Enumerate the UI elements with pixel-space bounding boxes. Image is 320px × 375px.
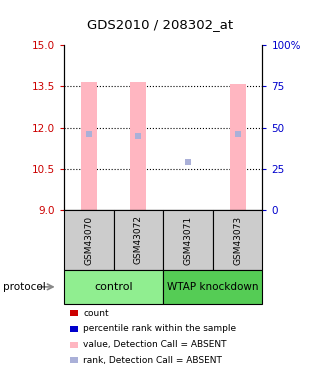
Text: control: control [94, 282, 133, 292]
Bar [131, 82, 146, 210]
Text: GSM43070: GSM43070 [84, 215, 93, 265]
Bar [163, 270, 262, 304]
Bar [64, 210, 114, 270]
Text: GSM43072: GSM43072 [134, 216, 143, 264]
Text: percentile rank within the sample: percentile rank within the sample [83, 324, 236, 333]
Text: rank, Detection Call = ABSENT: rank, Detection Call = ABSENT [83, 356, 222, 365]
Bar [64, 270, 163, 304]
Text: WTAP knockdown: WTAP knockdown [167, 282, 259, 292]
Text: protocol: protocol [3, 282, 46, 292]
Text: GSM43071: GSM43071 [183, 215, 193, 265]
Bar [163, 210, 213, 270]
Text: GDS2010 / 208302_at: GDS2010 / 208302_at [87, 18, 233, 31]
Bar [213, 210, 262, 270]
Bar [81, 82, 97, 210]
Text: GSM43073: GSM43073 [233, 215, 242, 265]
Bar [114, 210, 163, 270]
Text: count: count [83, 309, 109, 318]
Bar [230, 84, 245, 210]
Text: value, Detection Call = ABSENT: value, Detection Call = ABSENT [83, 340, 227, 349]
